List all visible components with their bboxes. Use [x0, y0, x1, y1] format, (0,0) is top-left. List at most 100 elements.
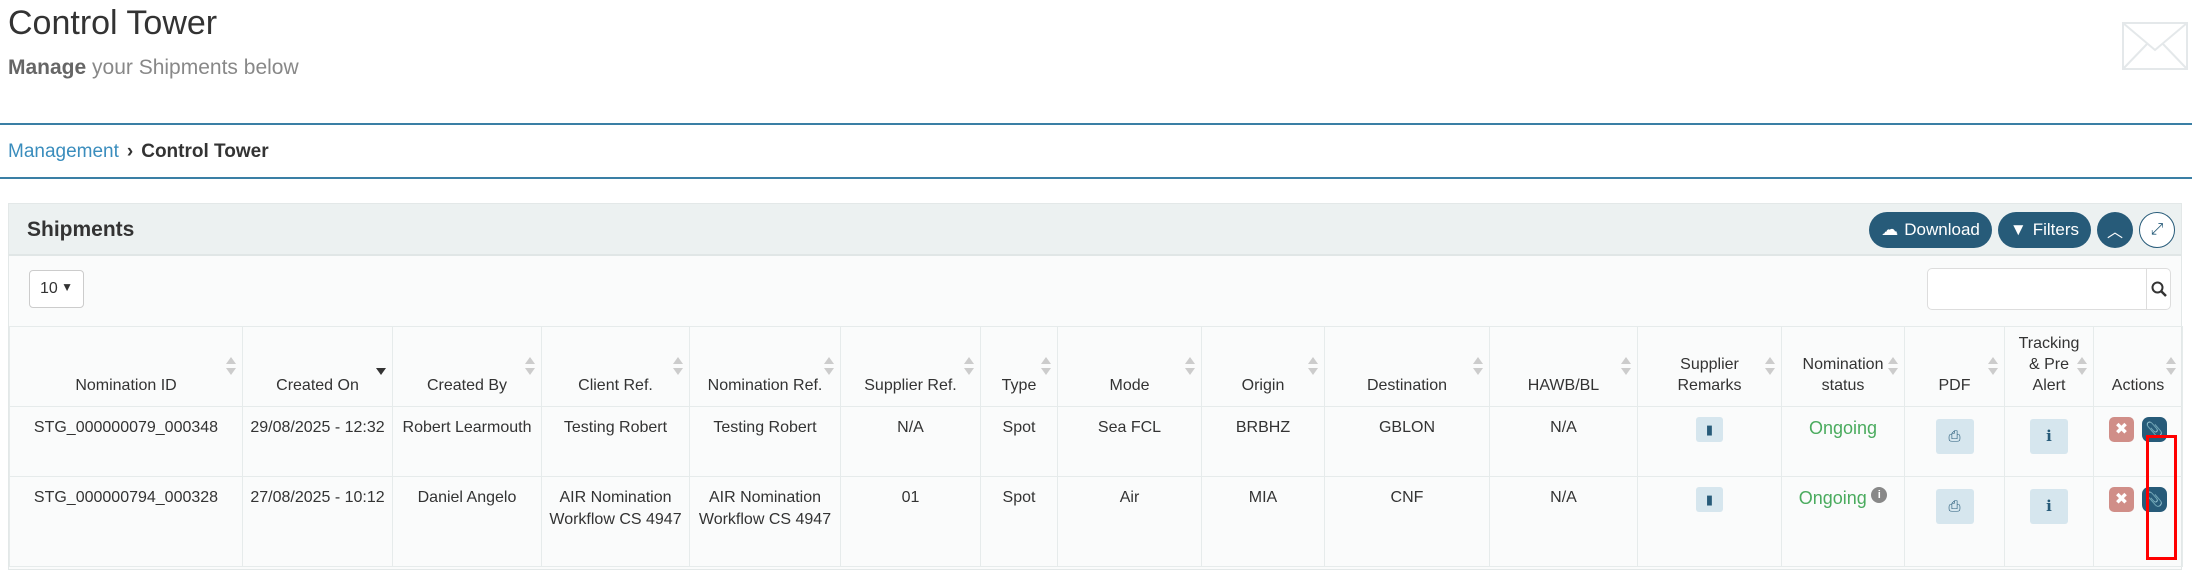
subtitle-rest: your Shipments below: [86, 56, 299, 79]
column-label: Tracking & Pre Alert: [2018, 335, 2080, 394]
column-header[interactable]: Origin: [1201, 326, 1325, 407]
cell-destination: CNF: [1324, 476, 1490, 567]
breadcrumb-management[interactable]: Management: [8, 141, 119, 162]
shipments-panel: Shipments ☁ Download ▼ Filters ︿ ⤢ 10 ▼ Nom…: [8, 203, 2183, 570]
shipments-table: Nomination ID Created On Created By Client …: [9, 326, 2183, 567]
column-label: Mode: [1109, 377, 1150, 394]
sort-icon: [1185, 357, 1195, 375]
book-icon[interactable]: ▮: [1696, 487, 1723, 512]
sort-icon: [673, 357, 683, 375]
cell-hawb: N/A: [1489, 476, 1638, 567]
search-input[interactable]: [1927, 268, 2171, 310]
expand-button[interactable]: ⤢: [2139, 212, 2175, 248]
column-header[interactable]: Client Ref.: [541, 326, 690, 407]
chevron-down-icon: ▼: [61, 280, 73, 294]
expand-icon: ⤢: [2150, 221, 2164, 238]
info-icon[interactable]: i: [1871, 487, 1888, 503]
column-label: Supplier Remarks: [1677, 356, 1742, 394]
sort-icon: [824, 357, 834, 375]
status-text: Ongoing: [1808, 418, 1878, 438]
column-label: Origin: [1241, 377, 1285, 394]
column-header[interactable]: PDF: [1904, 326, 2005, 407]
sort-icon: [2077, 357, 2087, 375]
breadcrumb: Management › Control Tower: [8, 141, 269, 163]
page-length-select[interactable]: 10 ▼: [29, 270, 84, 308]
sort-icon: [1621, 357, 1631, 375]
cell-origin: MIA: [1201, 476, 1325, 567]
cell-tracking: i: [2004, 476, 2094, 567]
breadcrumb-current: Control Tower: [141, 141, 269, 162]
status-text: Ongoing: [1798, 488, 1867, 508]
column-header[interactable]: Actions: [2093, 326, 2183, 407]
table-row: STG_000000794_000328 27/08/2025 - 10:12 Da…: [9, 476, 2183, 567]
cell-client-ref: AIR Nomination Workflow CS 4947: [541, 476, 690, 567]
column-header[interactable]: Destination: [1324, 326, 1490, 407]
cell-status: Ongoing: [1781, 406, 1905, 477]
sort-icon: [226, 357, 236, 375]
cloud-download-icon: ☁: [1881, 220, 1899, 239]
info-icon[interactable]: i: [2030, 489, 2068, 524]
column-header[interactable]: Nomination ID: [9, 326, 243, 407]
cell-destination: GBLON: [1324, 406, 1490, 477]
column-header[interactable]: Mode: [1057, 326, 1202, 407]
column-header[interactable]: Tracking & Pre Alert: [2004, 326, 2094, 407]
cell-tracking: i: [2004, 406, 2094, 477]
column-header[interactable]: Type: [980, 326, 1058, 407]
page-title: Control Tower: [8, 4, 218, 42]
mail-icon[interactable]: [2122, 22, 2188, 70]
cell-id: STG_000000079_000348: [9, 406, 243, 477]
column-label: Supplier Ref.: [864, 377, 957, 394]
column-label: Created By: [426, 377, 508, 394]
cell-created-by: Daniel Angelo: [392, 476, 542, 567]
chevron-up-icon: ︿: [2106, 224, 2123, 241]
cell-pdf: ⎙: [1904, 406, 2005, 477]
search-icon[interactable]: [2146, 269, 2170, 309]
column-header[interactable]: Created By: [392, 326, 542, 407]
cell-status: Ongoing i: [1781, 476, 1905, 567]
column-label: HAWB/BL: [1527, 377, 1600, 394]
subtitle-bold: Manage: [8, 56, 87, 79]
column-header[interactable]: Supplier Ref.: [840, 326, 981, 407]
pdf-icon[interactable]: ⎙: [1935, 419, 1974, 454]
highlight-box: [2146, 435, 2177, 560]
column-header[interactable]: Nomination status: [1781, 326, 1905, 407]
cell-client-ref: Testing Robert: [541, 406, 690, 477]
column-header[interactable]: Supplier Remarks: [1637, 326, 1782, 407]
delete-button[interactable]: ✖: [2109, 417, 2134, 442]
cell-actions: ✖ 📎: [2093, 476, 2183, 567]
column-label: Type: [1001, 377, 1037, 394]
delete-button[interactable]: ✖: [2109, 487, 2134, 512]
column-label: Created On: [276, 377, 359, 394]
sort-icon: [1473, 357, 1483, 375]
cell-nom-ref: AIR Nomination Workflow CS 4947: [689, 476, 841, 567]
sort-icon: [1765, 357, 1775, 375]
cell-supplier-ref: N/A: [840, 406, 981, 477]
divider: [0, 123, 2192, 125]
cell-supplier-remarks: ▮: [1637, 406, 1782, 477]
column-header[interactable]: HAWB/BL: [1489, 326, 1638, 407]
filters-button[interactable]: ▼ Filters: [1997, 212, 2091, 248]
column-header[interactable]: Created On: [242, 326, 393, 407]
cell-type: Spot: [980, 476, 1058, 567]
cell-created-on: 27/08/2025 - 10:12: [242, 476, 393, 567]
panel-header: Shipments ☁ Download ▼ Filters ︿ ⤢: [9, 204, 2181, 256]
sort-icon: [1041, 357, 1051, 375]
book-icon[interactable]: ▮: [1696, 417, 1723, 442]
download-button[interactable]: ☁ Download: [1869, 212, 1992, 248]
sort-icon: [964, 357, 974, 375]
download-label: Download: [1904, 220, 1980, 239]
cell-created-on: 29/08/2025 - 12:32: [242, 406, 393, 477]
column-header[interactable]: Nomination Ref.: [689, 326, 841, 407]
pdf-icon[interactable]: ⎙: [1935, 489, 1974, 524]
info-icon[interactable]: i: [2030, 419, 2068, 454]
filters-label: Filters: [2032, 220, 2079, 239]
sort-desc-icon: [376, 357, 386, 375]
collapse-button[interactable]: ︿: [2097, 212, 2133, 248]
sort-icon: [1888, 357, 1898, 375]
table-row: STG_000000079_000348 29/08/2025 - 12:32 Ro…: [9, 406, 2183, 477]
column-label: Client Ref.: [578, 377, 653, 394]
cell-pdf: ⎙: [1904, 476, 2005, 567]
cell-type: Spot: [980, 406, 1058, 477]
sort-icon: [525, 357, 535, 375]
chevron-right-icon: ›: [126, 141, 134, 162]
